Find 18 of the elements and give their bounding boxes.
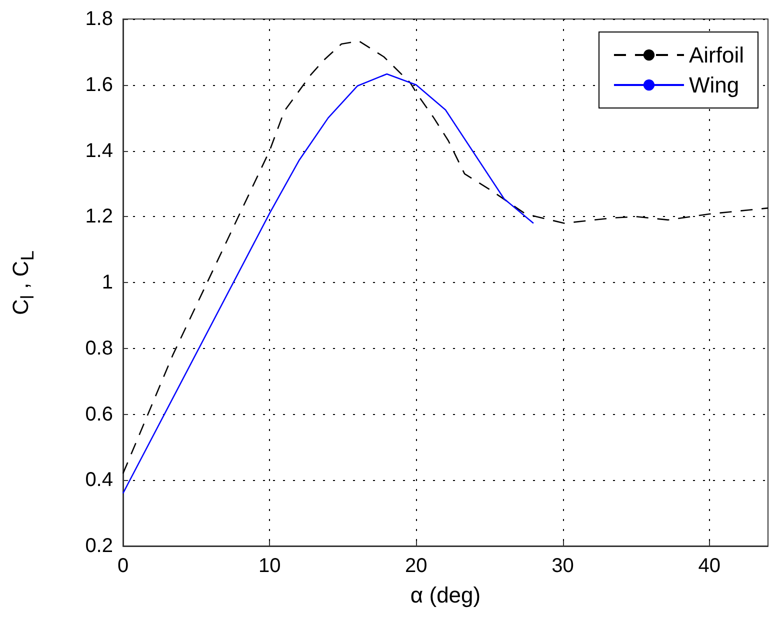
y-tick-label: 0.2 xyxy=(85,535,113,557)
legend-label: Airfoil xyxy=(688,42,744,68)
y-tick-label: 1.6 xyxy=(85,74,113,96)
y-tick-label: 1.8 xyxy=(85,8,113,30)
x-tick-label: 10 xyxy=(258,555,281,577)
line-series xyxy=(122,73,534,494)
y-tick-label: 1 xyxy=(102,272,113,294)
y-tick-label: 0.4 xyxy=(85,469,113,492)
x-axis-title: α (deg) xyxy=(410,582,481,608)
y-tick-label: 1.4 xyxy=(85,140,113,162)
y-tick-label: 0.6 xyxy=(85,403,113,426)
x-tick-label: 30 xyxy=(552,555,574,577)
x-tick-label: 40 xyxy=(698,555,720,577)
y-tick-label: 0.8 xyxy=(85,337,113,360)
x-tick-label: 0 xyxy=(117,555,129,577)
legend-label: Wing xyxy=(688,72,740,98)
y-tick-label: 1.2 xyxy=(85,206,113,228)
x-tick-label: 20 xyxy=(405,555,428,577)
